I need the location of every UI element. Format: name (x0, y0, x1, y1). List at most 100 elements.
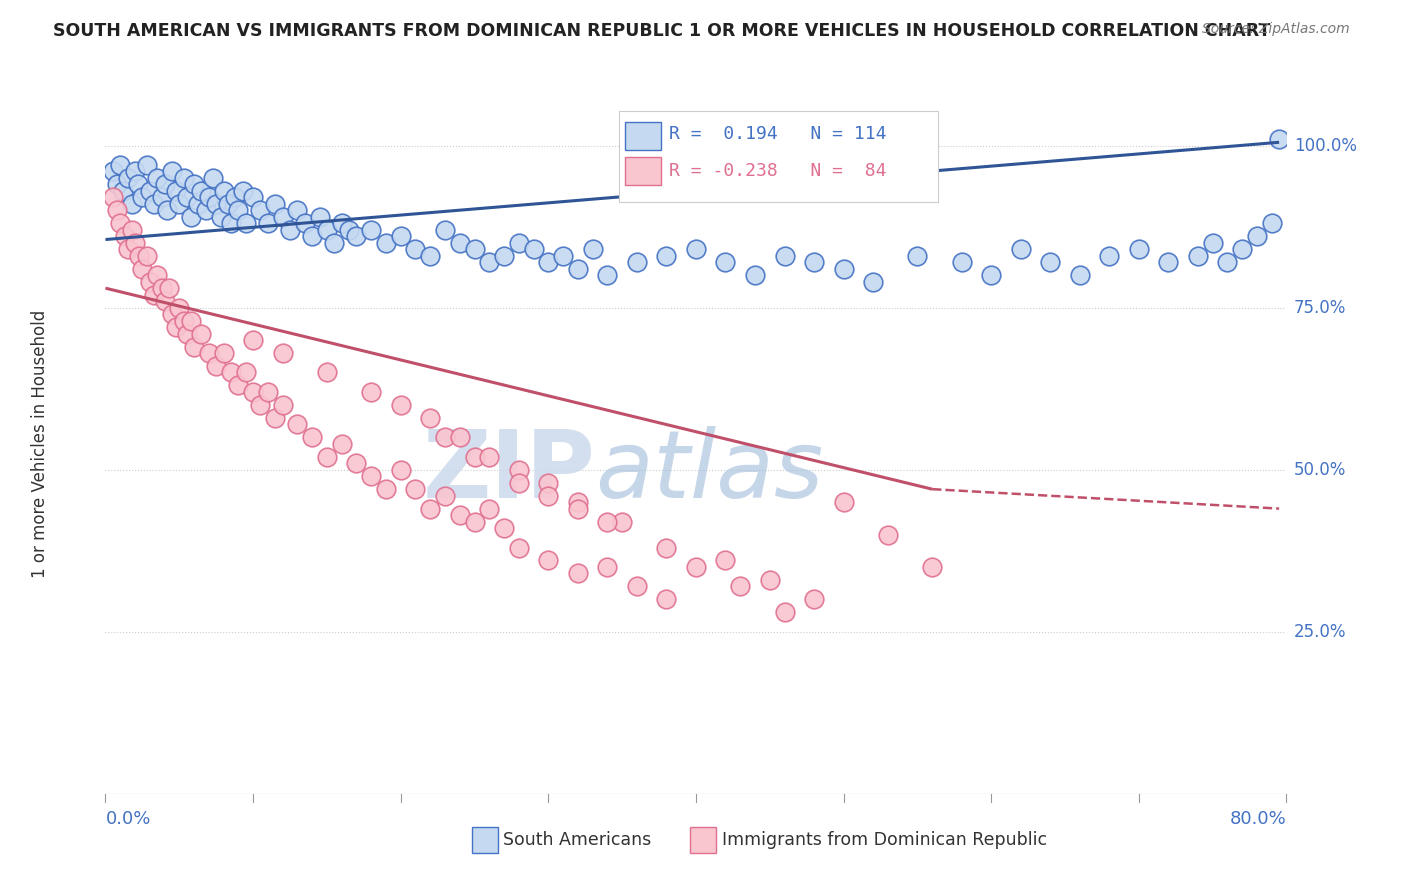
Text: 1 or more Vehicles in Household: 1 or more Vehicles in Household (31, 310, 49, 578)
Point (228, 203, 250, 218)
Point (596, 560, 619, 574)
Point (1010, 242, 1032, 256)
Point (567, 495, 589, 509)
Text: 0.0%: 0.0% (105, 810, 150, 828)
Point (508, 475, 530, 490)
Point (832, 495, 855, 509)
Point (980, 268, 1002, 283)
Point (235, 366, 257, 380)
Point (464, 242, 486, 256)
Point (567, 261, 589, 276)
Point (315, 366, 337, 380)
Point (714, 553, 737, 567)
Point (449, 508, 471, 522)
Point (523, 242, 546, 256)
Point (1187, 249, 1209, 263)
Point (537, 475, 560, 490)
Point (131, 190, 153, 204)
Point (449, 235, 471, 250)
Point (150, 281, 173, 295)
Point (190, 184, 212, 198)
Point (323, 235, 346, 250)
Point (655, 249, 678, 263)
Text: R =  0.194   N = 114: R = 0.194 N = 114 (669, 125, 886, 144)
Point (219, 366, 242, 380)
Point (389, 398, 412, 412)
Point (508, 541, 530, 555)
Point (346, 456, 368, 470)
Point (419, 249, 441, 263)
Point (1268, 132, 1291, 146)
Point (264, 410, 287, 425)
Point (249, 398, 271, 412)
Text: SOUTH AMERICAN VS IMMIGRANTS FROM DOMINICAN REPUBLIC 1 OR MORE VEHICLES IN HOUSE: SOUTH AMERICAN VS IMMIGRANTS FROM DOMINI… (53, 22, 1271, 40)
Point (128, 249, 150, 263)
Bar (626, 121, 661, 150)
Point (685, 242, 707, 256)
Point (330, 436, 353, 450)
Point (492, 521, 515, 535)
Text: Immigrants from Dominican Republic: Immigrants from Dominican Republic (721, 831, 1047, 849)
Point (138, 184, 162, 198)
Bar (690, 827, 716, 854)
Point (389, 463, 412, 477)
Point (249, 203, 271, 218)
Point (1201, 235, 1223, 250)
Point (294, 216, 316, 230)
Point (1157, 255, 1180, 269)
Point (433, 430, 456, 444)
Point (173, 313, 195, 327)
Point (374, 482, 398, 496)
Point (551, 249, 574, 263)
Point (194, 203, 217, 218)
Point (278, 223, 301, 237)
Point (205, 359, 228, 373)
Point (143, 197, 166, 211)
Point (197, 346, 219, 360)
Point (610, 515, 633, 529)
Point (537, 553, 560, 567)
Point (862, 275, 884, 289)
Point (235, 216, 257, 230)
Point (360, 469, 382, 483)
Point (626, 579, 648, 593)
Point (135, 249, 157, 263)
Point (714, 255, 737, 269)
Point (464, 515, 486, 529)
Point (146, 170, 169, 185)
Point (405, 482, 427, 496)
Point (121, 197, 143, 211)
Point (202, 170, 225, 185)
Point (127, 178, 149, 192)
Point (165, 320, 187, 334)
Point (567, 501, 589, 516)
Text: ZIP: ZIP (423, 425, 596, 517)
Point (315, 450, 337, 464)
Text: 80.0%: 80.0% (1230, 810, 1286, 828)
FancyBboxPatch shape (619, 112, 938, 202)
Point (212, 184, 235, 198)
Point (153, 178, 176, 192)
Point (242, 333, 264, 347)
Text: 50.0%: 50.0% (1294, 460, 1347, 479)
Point (257, 216, 280, 230)
Point (176, 190, 198, 204)
Point (508, 235, 530, 250)
Point (180, 313, 202, 327)
Point (832, 261, 855, 276)
Point (124, 164, 146, 178)
Point (121, 223, 143, 237)
Point (1232, 242, 1254, 256)
Point (464, 450, 486, 464)
Point (330, 216, 353, 230)
Text: Source: ZipAtlas.com: Source: ZipAtlas.com (1202, 22, 1350, 37)
Point (1098, 249, 1121, 263)
Point (803, 255, 825, 269)
Point (537, 255, 560, 269)
Point (921, 560, 943, 574)
Point (110, 216, 132, 230)
Point (626, 255, 648, 269)
Point (150, 190, 173, 204)
Point (271, 210, 294, 224)
Point (449, 430, 471, 444)
